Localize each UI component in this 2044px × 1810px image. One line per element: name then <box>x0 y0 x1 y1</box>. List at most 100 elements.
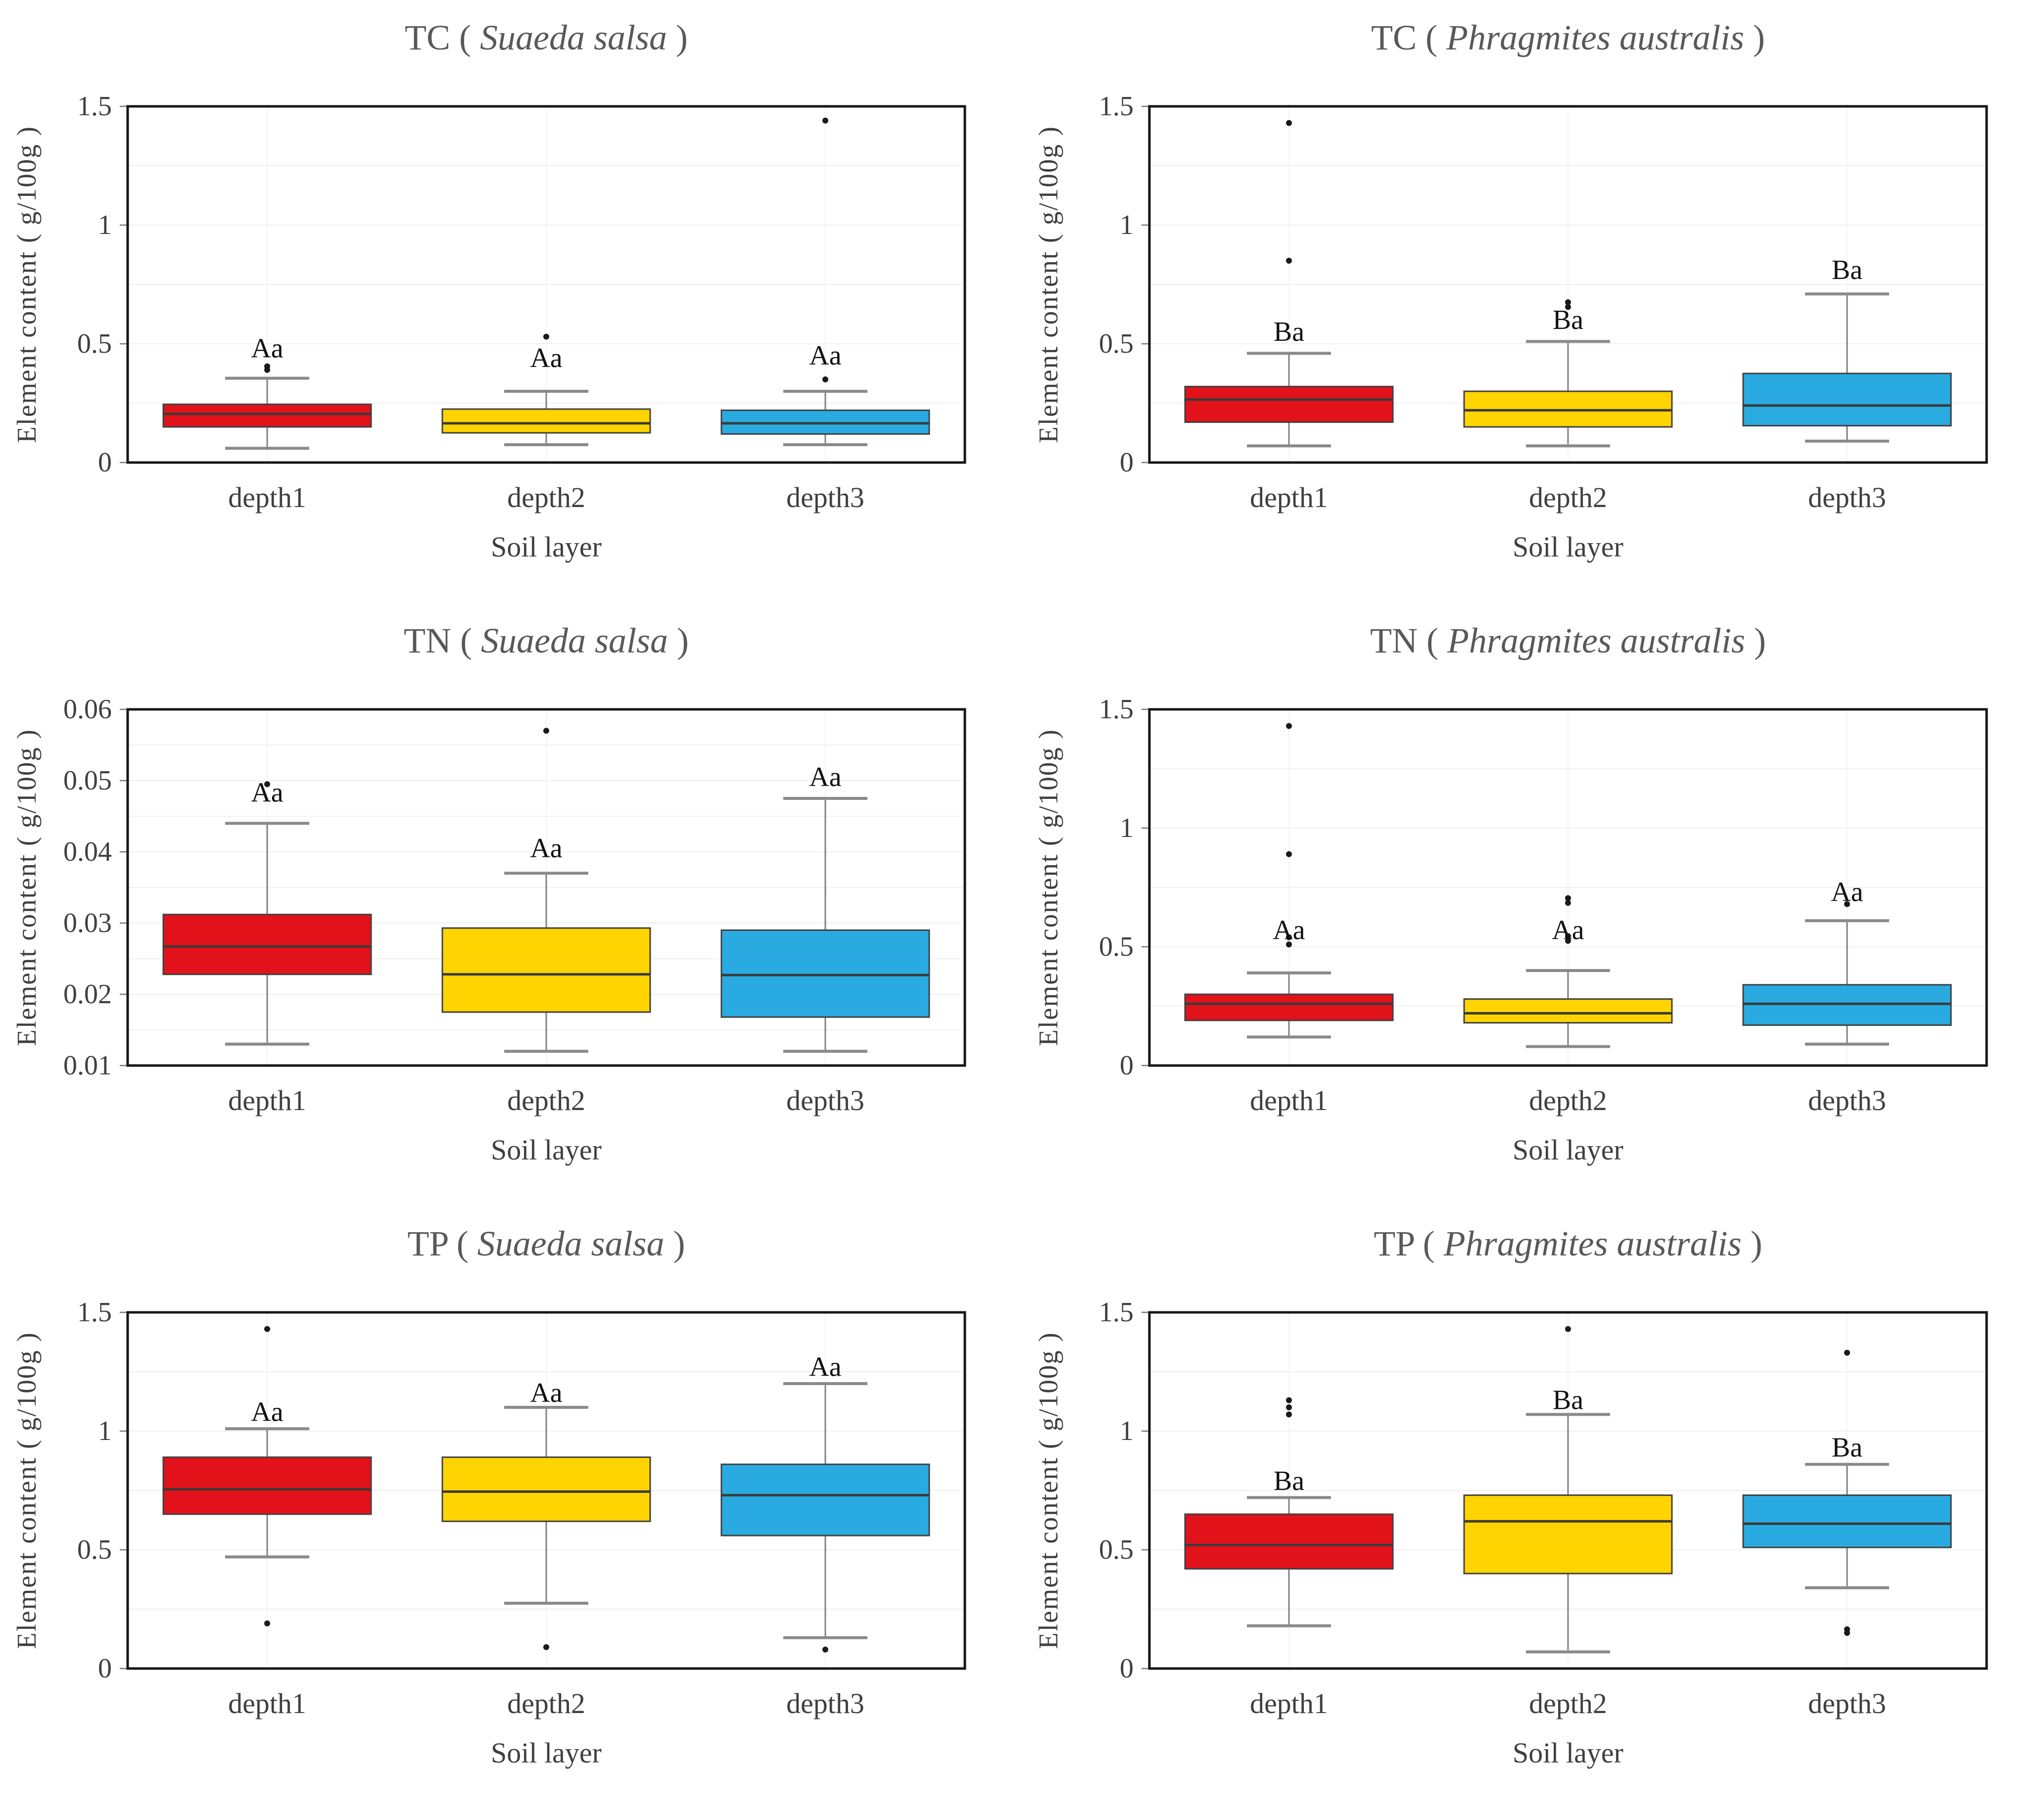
box-depth2 <box>1463 1494 1673 1575</box>
outlier-dot <box>264 781 270 788</box>
outlier-dot <box>822 117 828 124</box>
box-depth1 <box>162 403 372 428</box>
element-code: TP ( <box>407 1224 477 1263</box>
sig-label: Ba <box>1274 1466 1304 1496</box>
y-tick-label: 0.02 <box>63 979 112 1010</box>
plot-border <box>126 1311 966 1670</box>
category-label-depth3: depth3 <box>1808 1084 1886 1116</box>
category-label-depth2: depth2 <box>507 481 585 513</box>
category-label-depth3: depth3 <box>1808 481 1886 513</box>
box-depth1 <box>1184 385 1394 423</box>
plot-border <box>126 105 966 464</box>
sig-label: Aa <box>530 1378 562 1408</box>
sig-label: Aa <box>1831 877 1863 908</box>
box-group-depth2: Aa <box>441 728 651 1053</box>
x-axis-title: Soil layer <box>1513 1134 1623 1166</box>
outlier-dot <box>1565 299 1571 305</box>
panel-tc-suaeda-salsa: 0 0.5 1 1.5 Aa Aa Aa depth1 depth2 depth3 Soil lay… <box>0 0 1022 603</box>
sig-label: Aa <box>1273 915 1305 945</box>
y-tick-label: 0.05 <box>63 765 112 796</box>
box-group-depth2: Ba <box>1463 299 1673 448</box>
y-axis-title: Element content ( g/100g ) <box>1033 729 1063 1046</box>
category-label-depth1: depth1 <box>228 1084 306 1116</box>
x-axis-title: Soil layer <box>491 1737 602 1769</box>
outlier-dot <box>1286 1397 1292 1403</box>
outlier-dot <box>1286 1411 1292 1418</box>
panel-tp-phragmites-australis: 0 0.5 1 1.5 Ba Ba Ba depth1 depth2 depth3 Soil lay… <box>1022 1206 2044 1809</box>
outlier-dot <box>1565 1326 1571 1332</box>
outlier-dot <box>1286 941 1292 948</box>
category-label-depth1: depth1 <box>1250 481 1328 513</box>
box-depth2 <box>441 927 651 1013</box>
species-name: Suaeda salsa <box>481 621 668 660</box>
box-group-depth1: Ba <box>1184 120 1394 448</box>
outlier-dot <box>1286 1404 1292 1410</box>
y-tick-label: 0.01 <box>63 1050 112 1081</box>
category-label-depth1: depth1 <box>1250 1687 1328 1719</box>
element-code: TN ( <box>404 621 481 660</box>
outlier-dot <box>1286 934 1292 940</box>
y-tick-label: 0 <box>1120 1050 1134 1081</box>
y-tick-label: 1.5 <box>1099 1297 1134 1328</box>
outlier-dot <box>543 1644 549 1650</box>
y-tick-label: 0 <box>98 447 112 478</box>
y-tick-label: 1.5 <box>1099 694 1134 725</box>
x-axis-title: Soil layer <box>491 531 602 563</box>
box-depth3 <box>1742 372 1952 427</box>
element-code: TC ( <box>1371 18 1446 57</box>
box-depth3 <box>720 1463 930 1536</box>
box-plot-svg-tp-suaeda-salsa: 0 0.5 1 1.5 Aa Aa Aa depth1 depth2 depth3 Soil lay… <box>11 1224 966 1769</box>
outlier-dot <box>822 376 828 382</box>
sig-label: Ba <box>1274 317 1304 347</box>
plot-border <box>1148 105 1988 464</box>
y-tick-label: 0 <box>1120 447 1134 478</box>
category-label-depth2: depth2 <box>507 1687 585 1719</box>
x-axis-title: Soil layer <box>491 1134 602 1166</box>
panel-tp-suaeda-salsa: 0 0.5 1 1.5 Aa Aa Aa depth1 depth2 depth3 Soil lay… <box>0 1206 1022 1809</box>
sig-label: Aa <box>809 1351 841 1382</box>
category-label-depth1: depth1 <box>1250 1084 1328 1116</box>
box-group-depth1: Aa <box>162 778 372 1046</box>
box-group-depth2: Aa <box>441 333 651 446</box>
outlier-dot <box>1286 258 1292 264</box>
plot-border <box>1148 708 1988 1067</box>
y-tick-label: 0.04 <box>63 836 112 867</box>
species-name: Suaeda salsa <box>480 18 667 57</box>
y-tick-label: 1 <box>1120 210 1134 240</box>
sig-label: Ba <box>1553 1385 1583 1416</box>
category-label-depth3: depth3 <box>786 481 864 513</box>
category-label-depth2: depth2 <box>1529 1687 1607 1719</box>
outlier-dot <box>1286 723 1292 729</box>
outlier-dot <box>1286 120 1292 126</box>
outlier-dot <box>1565 900 1571 906</box>
category-label-depth3: depth3 <box>1808 1687 1886 1719</box>
box-group-depth1: Aa <box>162 333 372 450</box>
sig-label: Aa <box>251 1397 283 1428</box>
outlier-dot <box>264 363 270 370</box>
panel-tn-phragmites-australis: 0 0.5 1 1.5 Aa Aa Aa depth1 depth2 depth3 Soil lay… <box>1022 603 2044 1206</box>
box-group-depth1: Aa <box>162 1326 372 1626</box>
y-axis-title: Element content ( g/100g ) <box>11 1332 42 1649</box>
category-label-depth2: depth2 <box>507 1084 585 1116</box>
y-tick-label: 0.5 <box>1099 1534 1134 1565</box>
y-axis-title: Element content ( g/100g ) <box>11 729 42 1046</box>
y-tick-label: 1.5 <box>1099 91 1134 122</box>
outlier-dot <box>1565 895 1571 901</box>
box-plot-svg-tn-phragmites-australis: 0 0.5 1 1.5 Aa Aa Aa depth1 depth2 depth3 Soil lay… <box>1033 621 1988 1166</box>
box-group-depth1: Ba <box>1184 1397 1394 1627</box>
box-group-depth3: Ba <box>1742 255 1952 443</box>
outlier-dot <box>1844 1349 1850 1356</box>
outlier-dot <box>1844 1626 1850 1632</box>
category-label-depth3: depth3 <box>786 1687 864 1719</box>
outlier-dot <box>264 1620 270 1626</box>
y-tick-label: 1 <box>1120 813 1134 843</box>
y-tick-label: 0.5 <box>77 328 112 359</box>
outlier-dot <box>822 1646 828 1653</box>
box-plot-svg-tc-suaeda-salsa: 0 0.5 1 1.5 Aa Aa Aa depth1 depth2 depth3 Soil lay… <box>11 18 966 563</box>
sig-label: Ba <box>1832 1433 1862 1463</box>
category-label-depth3: depth3 <box>786 1084 864 1116</box>
outlier-dot <box>1286 851 1292 857</box>
panel-title: TC ( Suaeda salsa ) <box>405 18 688 57</box>
panel-title: TN ( Suaeda salsa ) <box>404 621 689 660</box>
